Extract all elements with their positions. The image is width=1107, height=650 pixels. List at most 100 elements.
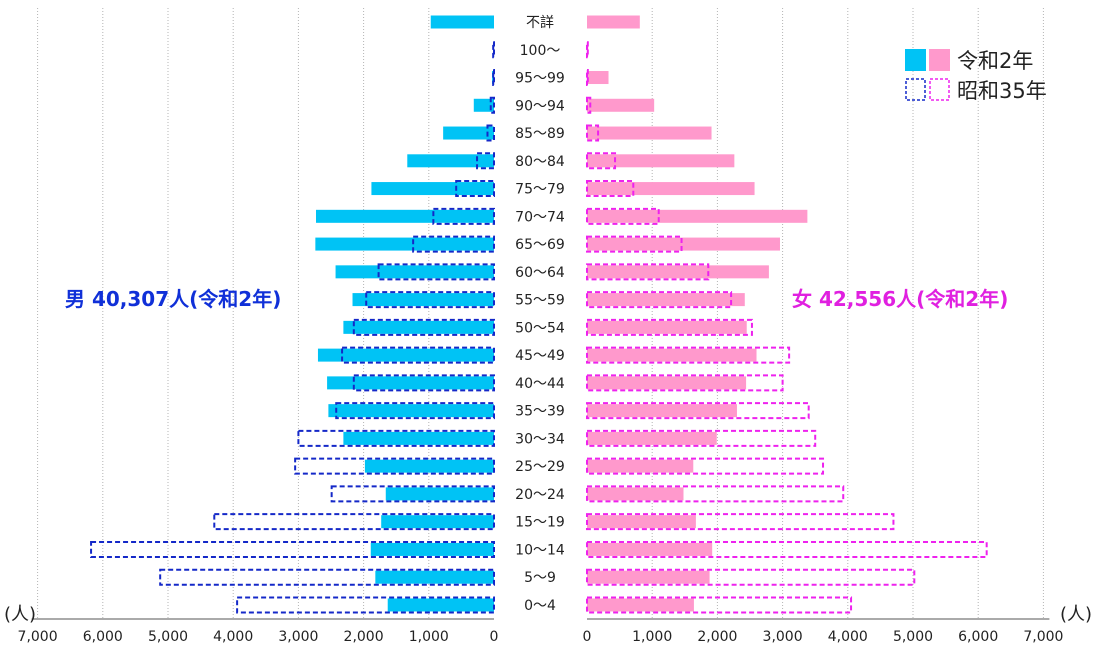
male-bar-reiwa2 — [335, 265, 494, 279]
male-bar-showa35 — [352, 374, 495, 392]
male-bar-showa35 — [330, 485, 496, 503]
male-bar-reiwa2 — [328, 404, 494, 418]
male-bar-showa35 — [377, 263, 496, 281]
age-label: 15～19 — [515, 515, 565, 531]
male-bar-reiwa2 — [352, 293, 494, 307]
age-label: 70～74 — [515, 209, 565, 225]
age-label: 75～79 — [515, 182, 565, 198]
age-label: 85～89 — [515, 126, 565, 142]
legend-swatch-female-filled — [929, 49, 950, 71]
female-bar-showa35 — [586, 235, 683, 253]
female-bar-reiwa2 — [587, 598, 694, 612]
female-bar-showa35 — [586, 429, 817, 447]
male-bar-reiwa2 — [316, 209, 494, 223]
x-tick-left-5000: 5,000 — [148, 629, 188, 645]
female-bar-showa35 — [586, 41, 589, 59]
female-bar-showa35 — [586, 96, 592, 114]
female-bar-showa35 — [586, 318, 753, 336]
female-bar-reiwa2 — [587, 182, 755, 196]
x-tick-left-7000: 7,000 — [18, 629, 58, 645]
age-label: 90～94 — [515, 98, 565, 114]
female-bar-reiwa2 — [587, 320, 747, 334]
female-bar-showa35 — [586, 374, 784, 392]
legend-label-showa35: 昭和35年 — [957, 79, 1047, 103]
age-label: 35～39 — [515, 404, 565, 420]
male-bar-reiwa2 — [430, 15, 494, 29]
female-bar-reiwa2 — [587, 265, 769, 279]
x-tick-left-1000: 1,000 — [409, 629, 449, 645]
x-tick-right-2000: 2,000 — [697, 629, 737, 645]
age-label: 80～84 — [515, 154, 565, 170]
unit-label-left: (人) — [4, 604, 36, 625]
male-bar-reiwa2 — [375, 570, 494, 584]
male-bar-showa35 — [492, 69, 496, 87]
female-bar-showa35 — [586, 346, 791, 364]
female-bar-reiwa2 — [587, 154, 735, 168]
male-bar-showa35 — [341, 346, 496, 364]
male-bar-reiwa2 — [315, 237, 494, 251]
female-bar-showa35 — [586, 485, 845, 503]
x-tick-left-0: 0 — [490, 629, 499, 645]
male-bar-showa35 — [297, 429, 495, 447]
male-total-label: 男 40,307人(令和2年) — [65, 287, 281, 311]
female-bar-reiwa2 — [587, 542, 713, 556]
female-bar-reiwa2 — [587, 293, 745, 307]
male-bar-showa35 — [294, 457, 496, 475]
male-bar-reiwa2 — [371, 182, 494, 196]
female-bar-showa35 — [586, 124, 600, 142]
bars — [90, 15, 988, 614]
male-bar-showa35 — [489, 96, 495, 114]
x-tick-right-4000: 4,000 — [828, 629, 868, 645]
x-tick-right-6000: 6,000 — [958, 629, 998, 645]
female-bar-reiwa2 — [587, 376, 747, 390]
female-bar-showa35 — [586, 596, 853, 614]
female-bar-showa35 — [586, 180, 635, 198]
female-bar-showa35 — [586, 402, 810, 420]
male-bar-reiwa2 — [381, 515, 494, 529]
male-bar-reiwa2 — [343, 431, 494, 445]
female-bar-reiwa2 — [587, 431, 717, 445]
age-label: 25～29 — [515, 459, 565, 475]
x-tick-left-4000: 4,000 — [213, 629, 253, 645]
male-bar-showa35 — [159, 568, 495, 586]
female-bar-reiwa2 — [587, 126, 712, 140]
age-label: 95～99 — [515, 71, 565, 87]
age-label: 10～14 — [515, 542, 565, 558]
age-label: 45～49 — [515, 348, 565, 364]
male-bar-reiwa2 — [317, 348, 494, 362]
male-bar-reiwa2 — [473, 98, 494, 112]
legend-swatch-male-filled — [905, 49, 926, 71]
age-label: 65～69 — [515, 237, 565, 253]
female-bar-reiwa2 — [587, 98, 655, 112]
female-bar-reiwa2 — [587, 15, 640, 29]
x-tick-left-2000: 2,000 — [344, 629, 384, 645]
female-bar-reiwa2 — [587, 570, 710, 584]
x-tick-left-3000: 3,000 — [278, 629, 318, 645]
female-bar-showa35 — [586, 291, 733, 309]
female-bar-reiwa2 — [587, 515, 696, 529]
x-tick-right-3000: 3,000 — [763, 629, 803, 645]
age-label: 100～ — [520, 43, 561, 59]
male-bar-showa35 — [432, 207, 496, 225]
male-bar-showa35 — [90, 540, 496, 558]
legend-swatch-female-dashed — [929, 78, 950, 101]
female-bar-showa35 — [586, 457, 825, 475]
age-label: 30～34 — [515, 431, 565, 447]
age-label: 50～54 — [515, 320, 565, 336]
x-tick-right-5000: 5,000 — [893, 629, 933, 645]
female-bar-reiwa2 — [587, 487, 684, 501]
age-label: 60～64 — [515, 265, 565, 281]
age-label: 20～24 — [515, 487, 565, 503]
male-bar-showa35 — [476, 152, 496, 170]
legend-swatch-male-dashed — [905, 78, 926, 101]
male-bar-showa35 — [213, 513, 496, 531]
x-tick-left-6000: 6,000 — [83, 629, 123, 645]
age-label: 0～4 — [524, 598, 556, 614]
legend: 令和2年 昭和35年 — [905, 49, 1047, 103]
age-labels: 不詳 100～ 95～99 90～94 85～89 80～84 75～79 70～74 65～6… — [515, 15, 565, 614]
male-bar-showa35 — [492, 41, 496, 59]
female-bar-showa35 — [586, 69, 589, 87]
male-bar-reiwa2 — [443, 126, 494, 140]
male-bar-reiwa2 — [407, 154, 494, 168]
